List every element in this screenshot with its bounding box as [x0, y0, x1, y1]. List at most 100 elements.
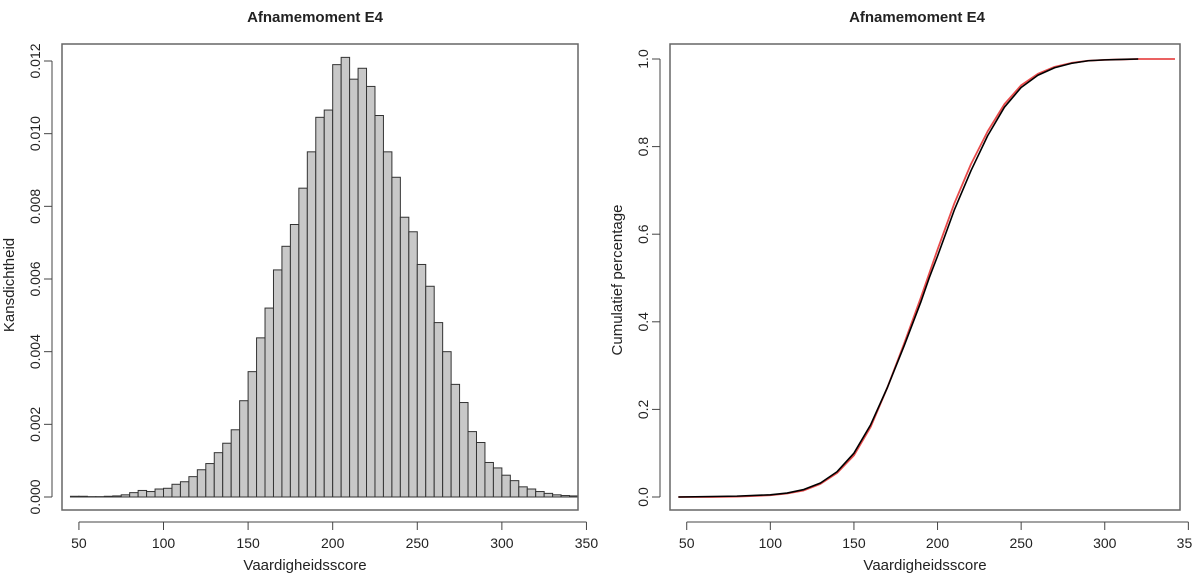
histogram-bar [493, 468, 501, 497]
histogram-x-tick-label: 200 [321, 535, 345, 551]
histogram-bar [519, 487, 527, 497]
histogram-bar [476, 443, 484, 498]
histogram-bar [206, 464, 214, 497]
cumulative-x-tick-label: 150 [842, 535, 866, 551]
histogram-bar [180, 482, 188, 497]
cumulative-x-tick-label: 50 [679, 535, 695, 551]
histogram-bar [223, 443, 231, 497]
histogram-y-tick-label: 0.012 [27, 43, 43, 78]
histogram-bar [299, 188, 307, 497]
histogram-x-tick-label: 300 [490, 535, 514, 551]
histogram-bar [138, 490, 146, 497]
histogram-y-tick-label: 0.002 [27, 407, 43, 442]
histogram-y-axis: 0.000 0.002 0.004 0.006 0.008 0.010 0.012 [27, 43, 52, 514]
cumulative-line-red [678, 59, 1175, 497]
histogram-bar [350, 79, 358, 497]
histogram-bar [164, 488, 172, 497]
histogram-bar [502, 475, 510, 497]
histogram-bar [104, 496, 112, 497]
histogram-bar [290, 225, 298, 498]
histogram-bar [460, 403, 468, 497]
cumulative-panel: Afnamemoment E4 50 100 150 200 250 300 350 0.0… [609, 9, 1192, 574]
histogram-x-tick-label: 100 [152, 535, 176, 551]
histogram-bar [316, 117, 324, 497]
histogram-bar [307, 152, 315, 497]
histogram-title: Afnamemoment E4 [247, 9, 384, 26]
histogram-bars [70, 57, 578, 497]
histogram-bar [426, 286, 434, 497]
histogram-x-tick-label: 50 [71, 535, 87, 551]
histogram-bar [561, 496, 569, 497]
histogram-bar [155, 489, 163, 497]
histogram-bar [257, 338, 265, 497]
histogram-bar [434, 323, 442, 497]
histogram-bar [324, 110, 332, 497]
histogram-bar [468, 432, 476, 497]
histogram-bar [358, 68, 366, 497]
cumulative-y-tick-label: 1.0 [635, 49, 651, 69]
cumulative-lines [678, 59, 1175, 497]
histogram-bar [240, 401, 248, 497]
histogram-bar [79, 496, 87, 497]
cumulative-x-tick-label: 300 [1093, 535, 1117, 551]
histogram-bar [570, 496, 578, 497]
histogram-bar [70, 496, 78, 497]
histogram-bar [485, 462, 493, 497]
histogram-x-tick-label: 150 [236, 535, 260, 551]
histogram-y-tick-label: 0.004 [27, 334, 43, 369]
histogram-bar [409, 232, 417, 497]
cumulative-x-tick-label: 100 [759, 535, 783, 551]
cumulative-x-tick-label: 350 [1177, 535, 1192, 551]
histogram-bar [248, 372, 256, 497]
histogram-bar [189, 477, 197, 497]
histogram-bar [553, 495, 561, 497]
histogram-bar [383, 152, 391, 497]
histogram-y-tick-label: 0.008 [27, 189, 43, 224]
cumulative-x-tick-label: 250 [1009, 535, 1033, 551]
histogram-bar [375, 116, 383, 498]
histogram-bar [417, 264, 425, 497]
histogram-bar [443, 352, 451, 497]
cumulative-title: Afnamemoment E4 [849, 9, 986, 26]
histogram-bar [214, 453, 222, 497]
histogram-y-tick-label: 0.010 [27, 116, 43, 151]
histogram-bar [121, 495, 129, 497]
cumulative-y-label: Cumulatief percentage [609, 205, 626, 356]
histogram-y-tick-label: 0.006 [27, 261, 43, 296]
cumulative-line-black [678, 59, 1138, 497]
histogram-bar [172, 484, 180, 497]
histogram-bar [400, 217, 408, 497]
cumulative-plot-frame [670, 44, 1180, 510]
cumulative-x-tick-label: 200 [926, 535, 950, 551]
cumulative-y-tick-label: 0.2 [635, 399, 651, 419]
cumulative-x-label: Vaardigheidsscore [863, 557, 986, 574]
histogram-y-label: Kansdichtheid [1, 238, 18, 332]
histogram-x-tick-label: 250 [406, 535, 430, 551]
cumulative-y-tick-label: 0.8 [635, 137, 651, 157]
histogram-bar [392, 177, 400, 497]
histogram-bar [113, 496, 121, 497]
cumulative-x-axis: 50 100 150 200 250 300 350 [679, 522, 1192, 551]
histogram-bar [341, 57, 349, 497]
histogram-bar [265, 308, 273, 497]
histogram-bar [130, 493, 138, 497]
histogram-bar [451, 384, 459, 497]
histogram-bar [527, 489, 535, 497]
histogram-x-label: Vaardigheidsscore [243, 557, 366, 574]
cumulative-y-tick-label: 0.6 [635, 224, 651, 244]
cumulative-y-tick-label: 0.0 [635, 487, 651, 507]
histogram-bar [333, 65, 341, 497]
histogram-bar [510, 481, 518, 497]
histogram-y-tick-label: 0.000 [27, 479, 43, 514]
histogram-bar [147, 492, 155, 497]
histogram-bar [273, 270, 281, 497]
histogram-bar [536, 492, 544, 497]
histogram-bar [544, 493, 552, 497]
histogram-bar [282, 246, 290, 497]
cumulative-y-tick-label: 0.4 [635, 312, 651, 332]
histogram-bar [197, 470, 205, 497]
histogram-bar [367, 86, 375, 497]
